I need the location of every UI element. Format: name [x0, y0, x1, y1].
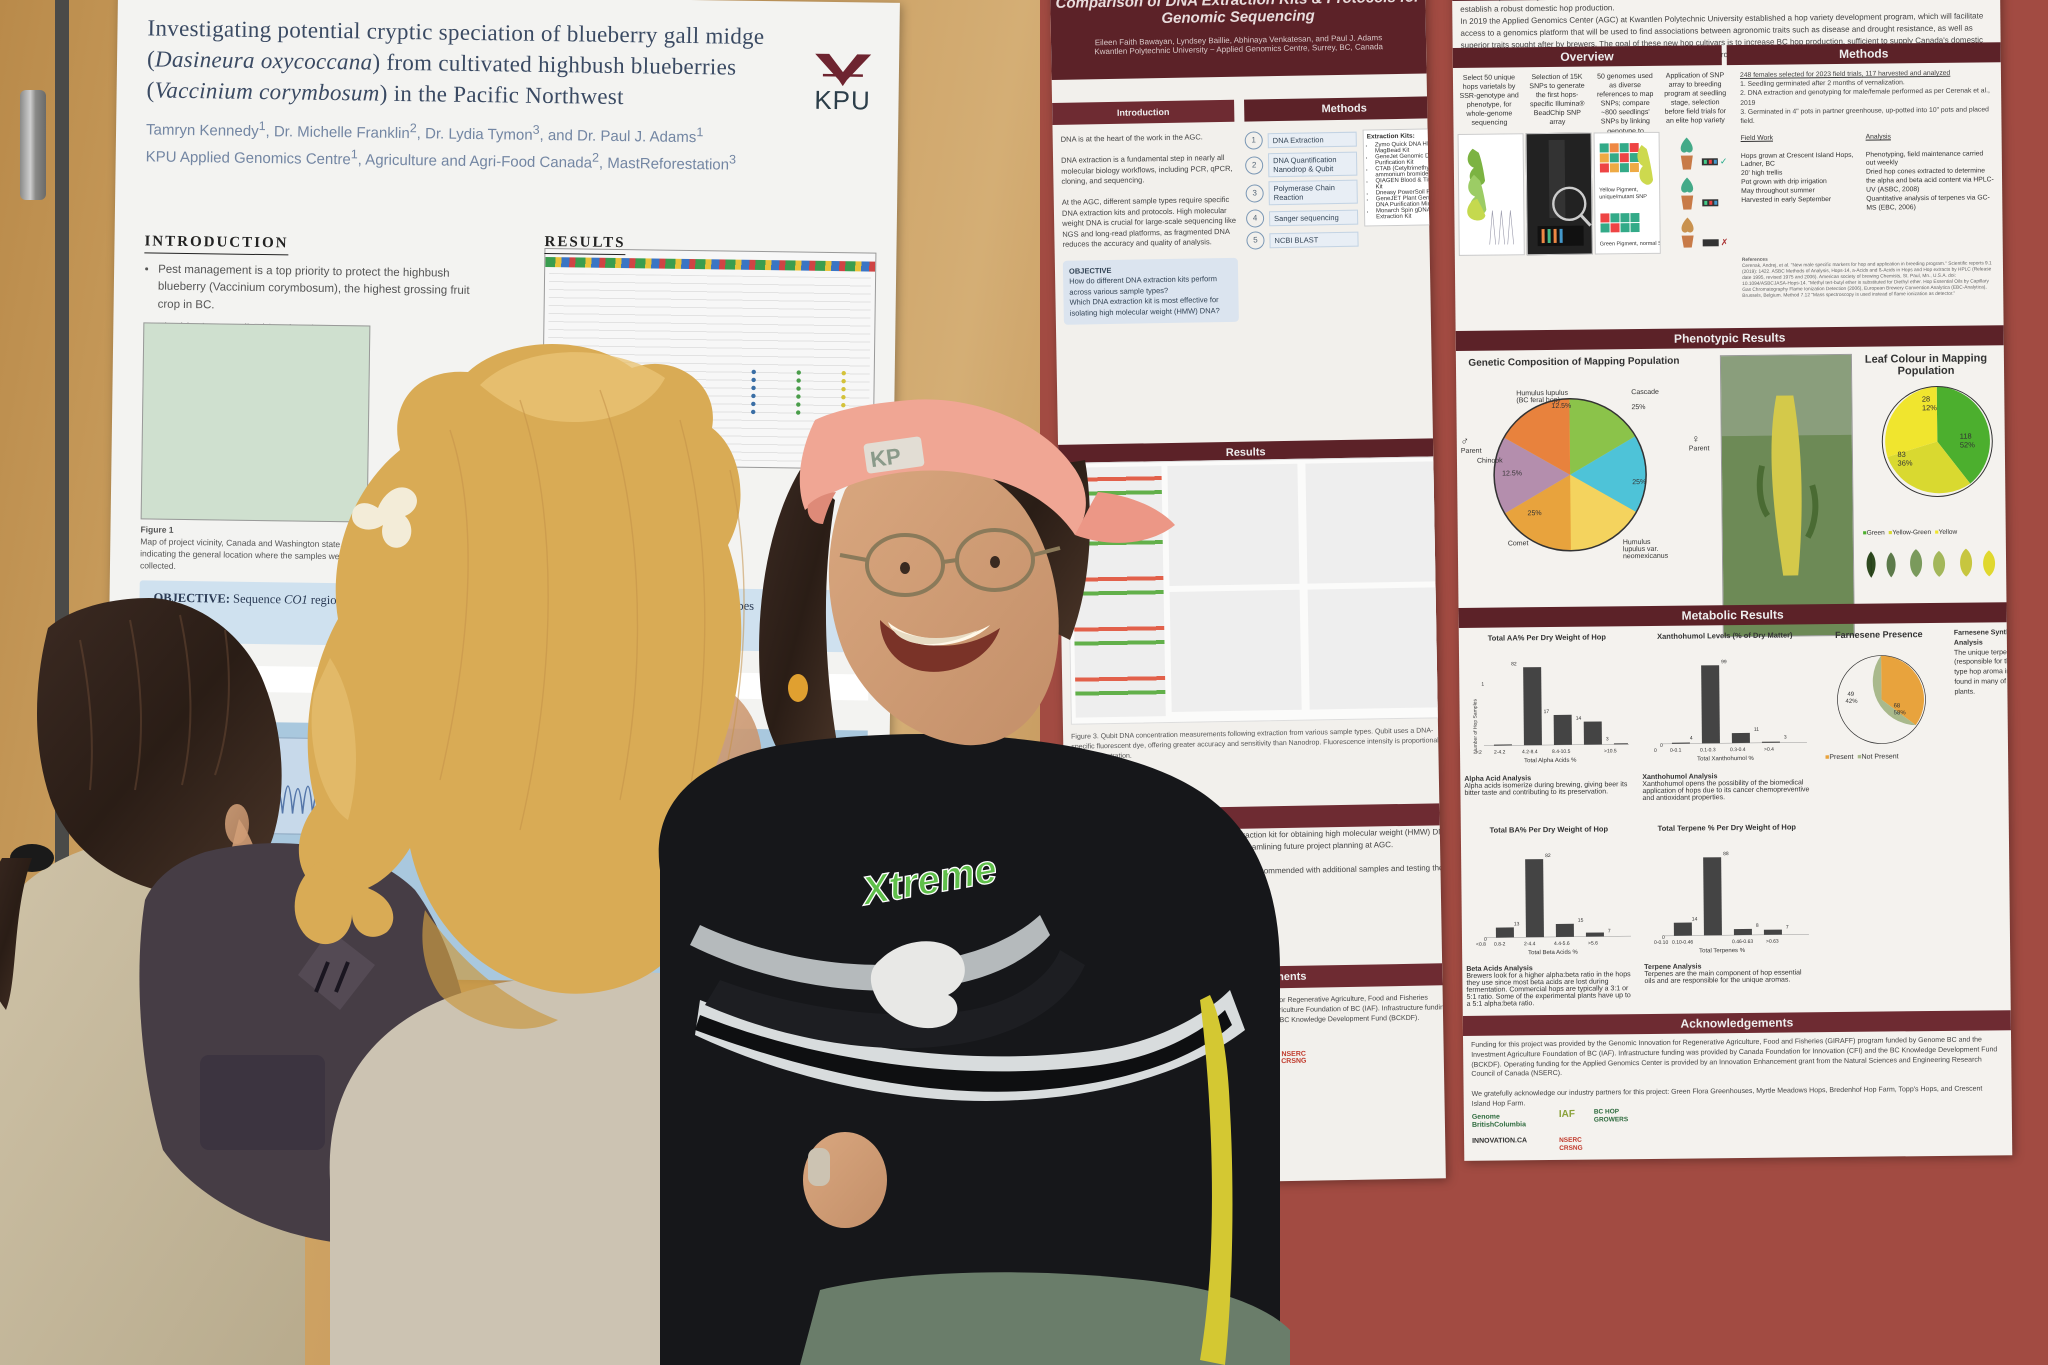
svg-text:KP: KP — [869, 443, 903, 472]
